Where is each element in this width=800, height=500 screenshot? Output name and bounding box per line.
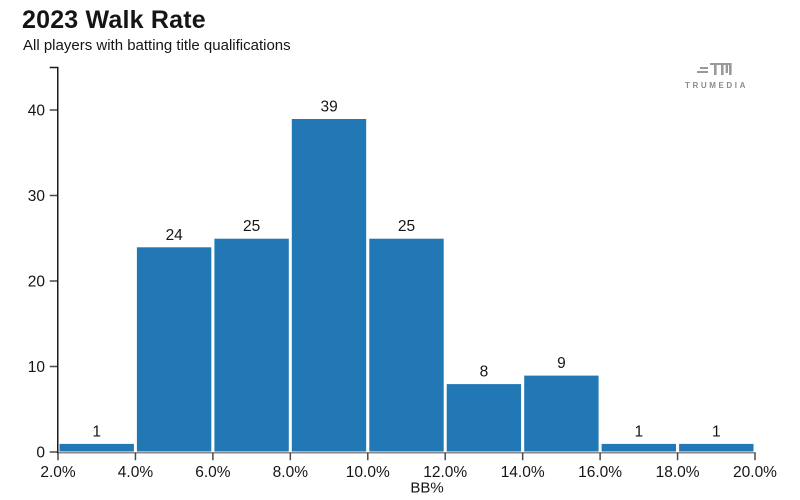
- bar-value-label: 9: [557, 355, 566, 372]
- x-tick-label: 16.0%: [578, 464, 622, 481]
- bar-value-label: 24: [166, 227, 184, 244]
- x-tick-label: 12.0%: [423, 464, 467, 481]
- x-tick-label: 20.0%: [733, 464, 777, 481]
- y-tick-label: 20: [28, 274, 46, 291]
- trumedia-logo-icon: [696, 63, 732, 75]
- bar-value-label: 39: [320, 99, 337, 116]
- histogram-bar: [600, 442, 677, 453]
- histogram-bar: [213, 237, 290, 453]
- y-tick-label: 0: [36, 445, 45, 462]
- histogram-bar: [290, 118, 368, 453]
- x-tick-label: 8.0%: [273, 464, 309, 481]
- x-tick-label: 4.0%: [118, 464, 154, 481]
- y-tick-label: 10: [28, 359, 46, 376]
- bar-value-label: 25: [398, 218, 415, 235]
- histogram-bar: [445, 383, 523, 453]
- histogram-bar: [523, 374, 600, 453]
- trumedia-logo: TRUMEDIA: [682, 62, 748, 90]
- chart-title: 2023 Walk Rate: [22, 6, 206, 34]
- bar-value-label: 25: [243, 218, 260, 235]
- bar-value-label: 1: [92, 423, 101, 440]
- x-tick-label: 18.0%: [656, 464, 700, 481]
- x-axis-title: BB%: [410, 480, 443, 497]
- x-tick-label: 6.0%: [195, 464, 231, 481]
- x-tick-label: 14.0%: [501, 464, 545, 481]
- histogram-bar: [368, 237, 445, 453]
- bar-value-label: 1: [712, 423, 721, 440]
- y-axis-line: [49, 66, 59, 453]
- bar-value-label: 8: [480, 364, 489, 381]
- histogram-bar: [135, 246, 213, 453]
- y-tick-label: 40: [28, 103, 46, 120]
- histogram-bar: [678, 442, 755, 453]
- chart-subtitle: All players with batting title qualifica…: [23, 37, 291, 54]
- y-tick-label: 30: [28, 188, 46, 205]
- bar-value-label: 1: [634, 423, 643, 440]
- x-tick-label: 2.0%: [40, 464, 76, 481]
- trumedia-logo-text: TRUMEDIA: [684, 81, 748, 90]
- histogram-bar: [58, 442, 135, 453]
- x-tick-label: 10.0%: [346, 464, 390, 481]
